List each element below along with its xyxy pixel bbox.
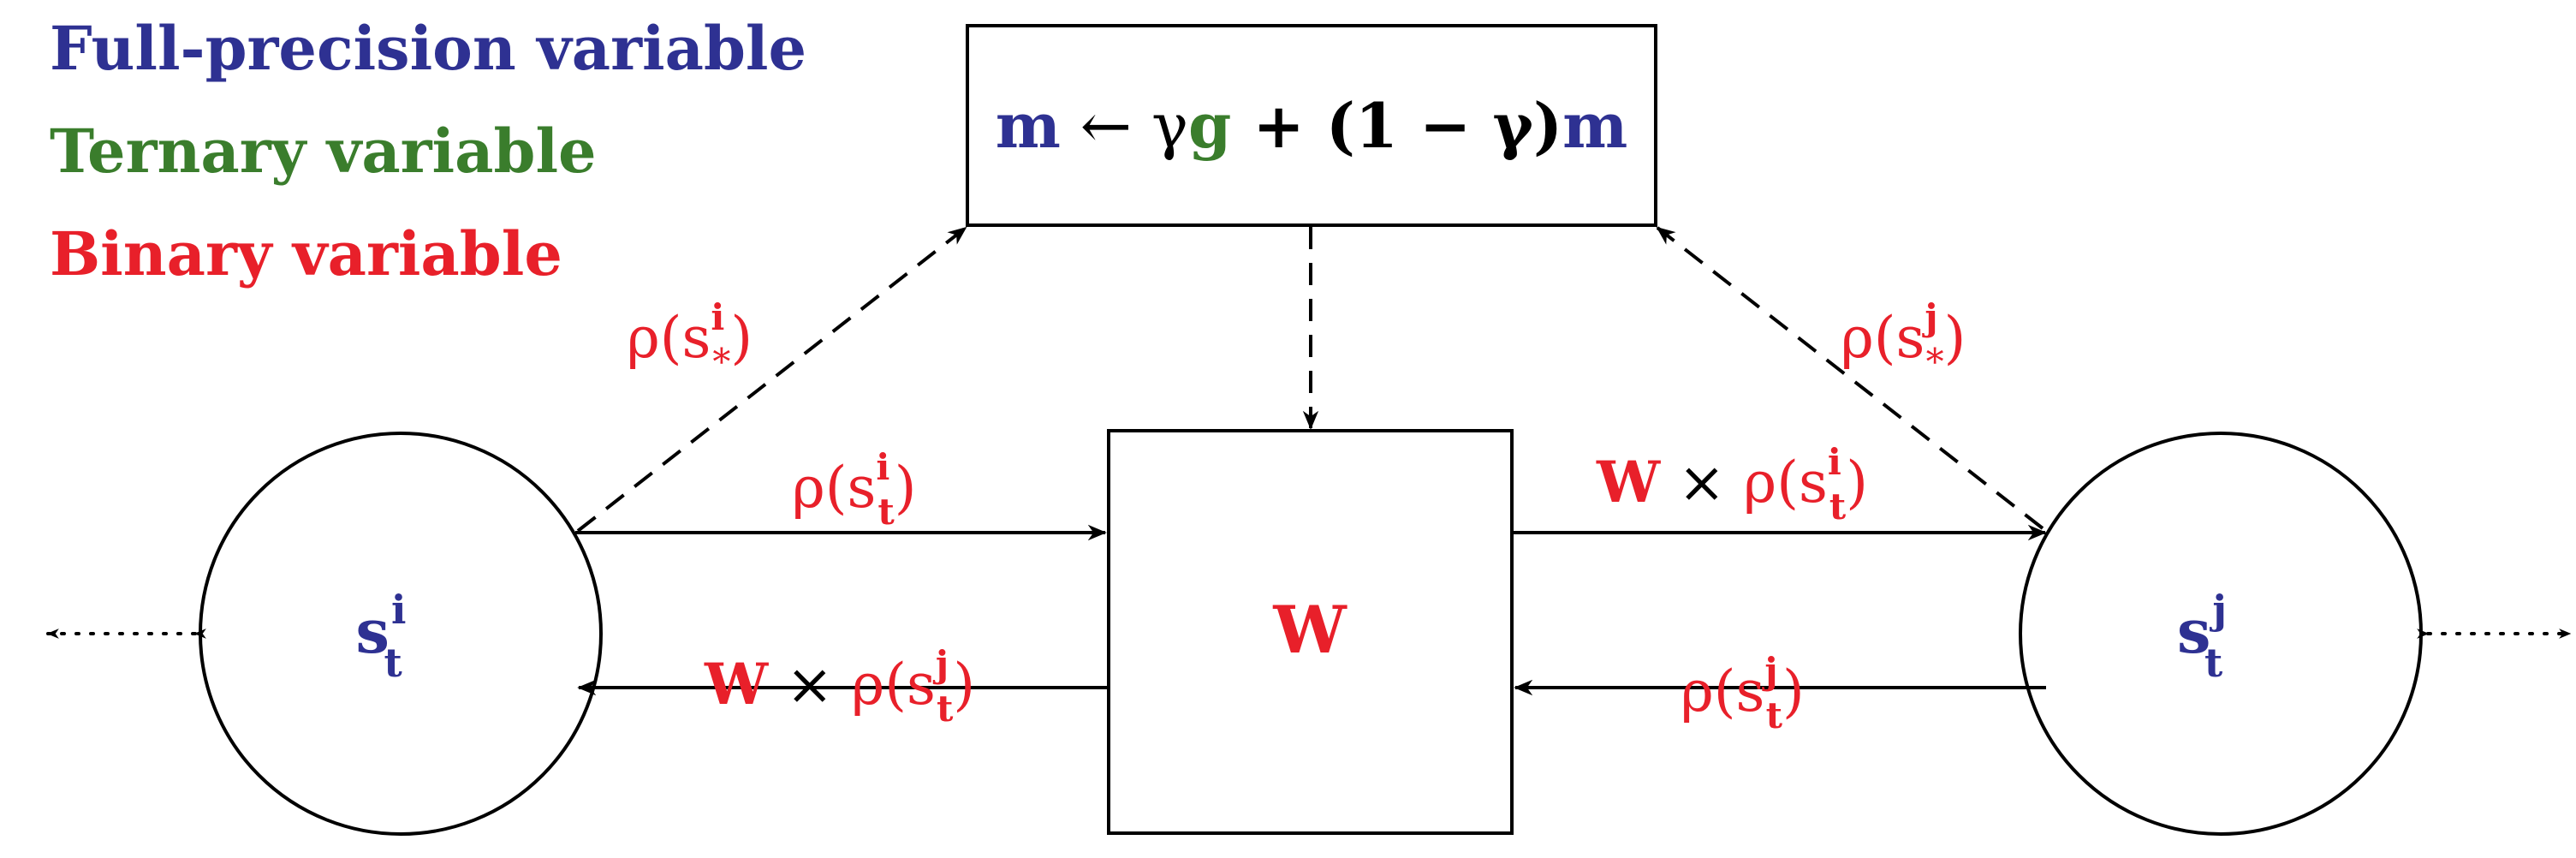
update-rule-equation: m ← γg + (1 − γ)m bbox=[996, 89, 1628, 162]
momentum-variable: m bbox=[996, 89, 1061, 162]
update-rule-arrow: ← γ bbox=[1061, 90, 1188, 162]
label-w-times-rho-s-t-j: W × ρ(sj t) bbox=[704, 643, 975, 730]
node-j-label: sj t bbox=[2177, 587, 2227, 686]
momentum-variable-2: m bbox=[1562, 89, 1627, 162]
label-w-times-rho-s-t-i: W × ρ(si t) bbox=[1596, 441, 1868, 527]
gradient-variable: g bbox=[1188, 89, 1231, 162]
label-rho-s-t-j: ρ(sj t) bbox=[1681, 650, 1805, 736]
dashed-edge-node-i-to-update bbox=[576, 226, 967, 533]
weight-label: W bbox=[1272, 592, 1347, 668]
update-rule-box bbox=[966, 24, 1657, 227]
legend-binary: Binary variable bbox=[50, 218, 562, 289]
label-rho-s-star-j: ρ(sj *) bbox=[1841, 296, 1966, 383]
node-i-circle bbox=[199, 432, 603, 836]
update-rule-rest: + (1 − γ) bbox=[1231, 89, 1562, 162]
legend-ternary: Ternary variable bbox=[50, 116, 597, 187]
label-rho-s-t-i: ρ(si t) bbox=[792, 446, 917, 533]
label-rho-s-star-i: ρ(si *) bbox=[627, 296, 753, 383]
node-i-label: si t bbox=[356, 587, 407, 686]
legend-full-precision: Full-precision variable bbox=[50, 13, 807, 84]
weight-box bbox=[1107, 429, 1514, 835]
dashed-edge-node-j-to-update bbox=[1656, 226, 2044, 530]
node-j-circle bbox=[2019, 432, 2423, 836]
